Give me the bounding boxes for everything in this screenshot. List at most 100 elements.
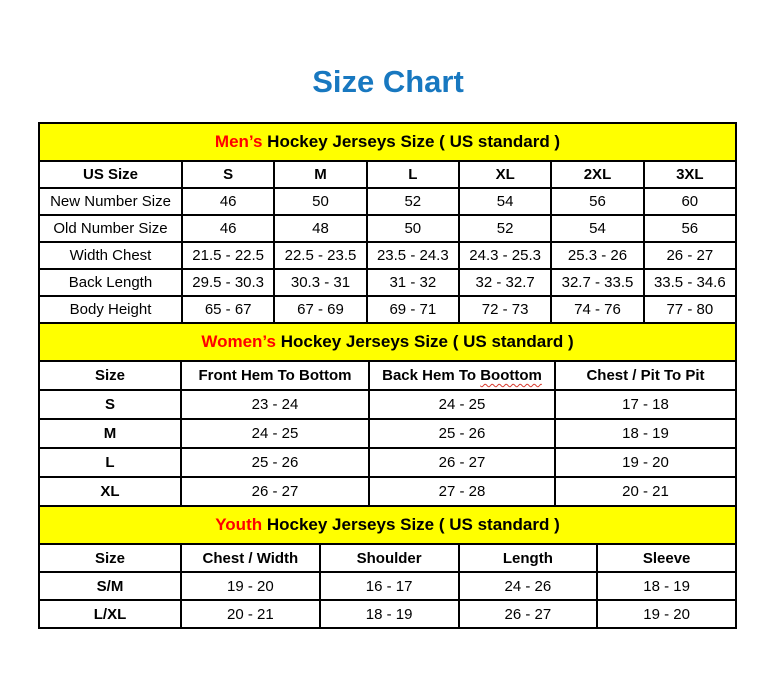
table-row: S 23 - 24 24 - 25 17 - 18 <box>38 389 737 420</box>
table-cell: 24 - 25 <box>368 389 556 420</box>
table-cell: 56 <box>642 214 738 243</box>
table-cell: 32 - 32.7 <box>457 268 553 297</box>
womens-section-band: Women’s Hockey Jerseys Size ( US standar… <box>38 322 737 362</box>
mens-col-l: L <box>365 160 460 189</box>
mens-band-highlight: Men’s <box>214 132 263 151</box>
table-cell: 26 - 27 <box>180 476 370 507</box>
table-cell: 74 - 76 <box>550 295 645 324</box>
youth-col-size: Size <box>38 543 182 573</box>
row-label: S <box>38 389 182 420</box>
mens-band-title: Hockey Jerseys Size ( US standard ) <box>262 132 561 151</box>
youth-header-row: Size Chest / Width Shoulder Length Sleev… <box>38 543 737 573</box>
womens-band-title: Hockey Jerseys Size ( US standard ) <box>275 332 574 351</box>
table-cell: 52 <box>365 187 460 216</box>
womens-col-size: Size <box>38 360 182 391</box>
mens-section-band: Men’s Hockey Jerseys Size ( US standard … <box>38 122 737 162</box>
table-cell: 30.3 - 31 <box>273 268 368 297</box>
table-row: Back Length 29.5 - 30.3 30.3 - 31 31 - 3… <box>38 268 738 297</box>
table-row: XL 26 - 27 27 - 28 20 - 21 <box>38 476 737 507</box>
table-cell: 24.3 - 25.3 <box>457 241 553 270</box>
table-cell: 18 - 19 <box>554 418 737 449</box>
row-label: XL <box>38 476 182 507</box>
womens-header-row: Size Front Hem To Bottom Back Hem To Boo… <box>38 360 737 391</box>
table-cell: 18 - 19 <box>596 571 737 601</box>
youth-size-table: Size Chest / Width Shoulder Length Sleev… <box>38 543 737 629</box>
table-cell: 46 <box>180 187 276 216</box>
row-label: Old Number Size <box>38 214 183 243</box>
table-cell: 77 - 80 <box>642 295 738 324</box>
row-label: M <box>38 418 182 449</box>
youth-col-shoulder: Shoulder <box>318 543 460 573</box>
table-cell: 25 - 26 <box>180 447 370 478</box>
mens-col-m: M <box>273 160 368 189</box>
youth-band-highlight: Youth <box>215 515 263 534</box>
table-cell: 16 - 17 <box>318 571 460 601</box>
table-cell: 67 - 69 <box>273 295 368 324</box>
row-label: Back Length <box>38 268 183 297</box>
table-cell: 69 - 71 <box>365 295 460 324</box>
youth-col-chest: Chest / Width <box>180 543 321 573</box>
table-cell: 31 - 32 <box>365 268 460 297</box>
table-row: L 25 - 26 26 - 27 19 - 20 <box>38 447 737 478</box>
table-cell: 65 - 67 <box>180 295 276 324</box>
mens-col-us-size: US Size <box>38 160 183 189</box>
row-label: Body Height <box>38 295 183 324</box>
mens-header-row: US Size S M L XL 2XL 3XL <box>38 160 738 189</box>
table-cell: 33.5 - 34.6 <box>642 268 738 297</box>
row-label: L <box>38 447 182 478</box>
table-cell: 25.3 - 26 <box>550 241 645 270</box>
mens-col-xl: XL <box>457 160 553 189</box>
page-title: Size Chart <box>312 64 464 99</box>
table-cell: 46 <box>180 214 276 243</box>
youth-col-length: Length <box>457 543 599 573</box>
womens-col-chest: Chest / Pit To Pit <box>554 360 737 391</box>
table-cell: 26 - 27 <box>368 447 556 478</box>
table-row: L/XL 20 - 21 18 - 19 26 - 27 19 - 20 <box>38 599 737 629</box>
back-hem-label: Back Hem To <box>382 367 481 384</box>
mens-col-s: S <box>180 160 276 189</box>
table-cell: 20 - 21 <box>554 476 737 507</box>
table-row: Width Chest 21.5 - 22.5 22.5 - 23.5 23.5… <box>38 241 738 270</box>
table-cell: 26 - 27 <box>642 241 738 270</box>
table-cell: 29.5 - 30.3 <box>180 268 276 297</box>
table-cell: 24 - 26 <box>457 571 599 601</box>
youth-section-band: Youth Hockey Jerseys Size ( US standard … <box>38 505 737 545</box>
table-cell: 60 <box>642 187 738 216</box>
table-cell: 19 - 20 <box>180 571 321 601</box>
table-row: M 24 - 25 25 - 26 18 - 19 <box>38 418 737 449</box>
table-cell: 23.5 - 24.3 <box>365 241 460 270</box>
table-cell: 72 - 73 <box>457 295 553 324</box>
row-label: L/XL <box>38 599 182 629</box>
table-cell: 25 - 26 <box>368 418 556 449</box>
table-cell: 27 - 28 <box>368 476 556 507</box>
table-cell: 19 - 20 <box>596 599 737 629</box>
row-label: New Number Size <box>38 187 183 216</box>
mens-col-3xl: 3XL <box>642 160 738 189</box>
table-cell: 18 - 19 <box>318 599 460 629</box>
table-cell: 24 - 25 <box>180 418 370 449</box>
table-cell: 21.5 - 22.5 <box>180 241 276 270</box>
table-cell: 23 - 24 <box>180 389 370 420</box>
table-row: New Number Size 46 50 52 54 56 60 <box>38 187 738 216</box>
table-row: Body Height 65 - 67 67 - 69 69 - 71 72 -… <box>38 295 738 324</box>
table-cell: 22.5 - 23.5 <box>273 241 368 270</box>
table-cell: 52 <box>457 214 553 243</box>
table-row: S/M 19 - 20 16 - 17 24 - 26 18 - 19 <box>38 571 737 601</box>
table-cell: 20 - 21 <box>180 599 321 629</box>
table-cell: 50 <box>365 214 460 243</box>
table-cell: 17 - 18 <box>554 389 737 420</box>
table-cell: 48 <box>273 214 368 243</box>
mens-size-table: US Size S M L XL 2XL 3XL New Number Size… <box>38 160 738 324</box>
table-cell: 54 <box>457 187 553 216</box>
table-cell: 50 <box>273 187 368 216</box>
womens-size-table: Size Front Hem To Bottom Back Hem To Boo… <box>38 360 737 507</box>
table-cell: 26 - 27 <box>457 599 599 629</box>
womens-band-highlight: Women’s <box>201 332 276 351</box>
table-cell: 54 <box>550 214 645 243</box>
row-label: S/M <box>38 571 182 601</box>
youth-band-title: Hockey Jerseys Size ( US standard ) <box>262 515 560 534</box>
youth-col-sleeve: Sleeve <box>596 543 737 573</box>
table-row: Old Number Size 46 48 50 52 54 56 <box>38 214 738 243</box>
mens-col-2xl: 2XL <box>550 160 645 189</box>
row-label: Width Chest <box>38 241 183 270</box>
